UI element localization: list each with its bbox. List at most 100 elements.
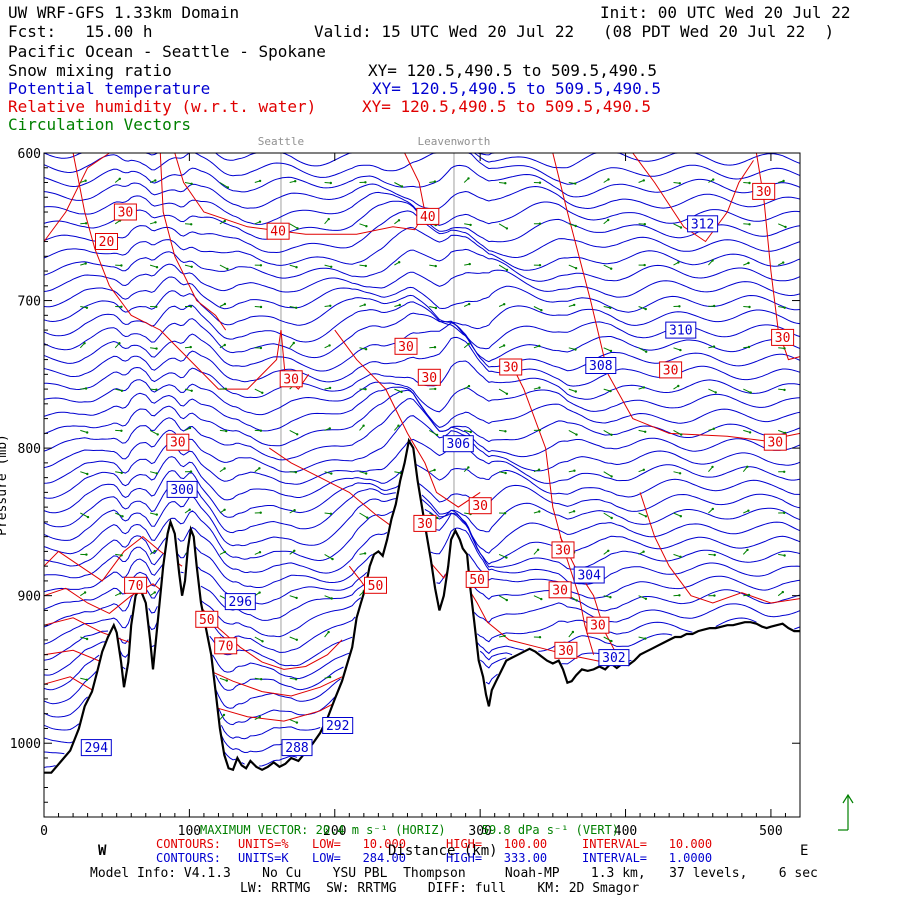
vector-head [712,345,716,348]
theta-contour-line [43,641,632,680]
vector-head [366,516,369,519]
vector-head [155,266,159,269]
vector-head [574,348,577,351]
vector-head [748,431,752,434]
rh-label: 30 [555,543,571,558]
vector-head [435,433,439,437]
vector-head [573,469,576,472]
vector-head [433,346,437,349]
theta-label: 312 [691,217,714,232]
vector-arrow [80,429,88,433]
vector-head [468,262,471,266]
y-tick-label: 800 [18,442,41,457]
vector-head [156,433,159,436]
vector-arrow [603,636,612,642]
theta-contour-line [43,495,801,554]
vector-head [505,227,509,230]
rh-contour-line [43,649,103,663]
rh-contour-line [334,329,481,508]
vector-head [538,510,541,513]
vector-arrow [708,388,716,393]
theta-label-box [281,739,313,757]
vector-head [434,306,438,310]
vector-head [748,181,751,185]
rh-label-box [416,207,440,225]
theta-contour-line [43,415,801,473]
vector-arrow [289,719,298,724]
theta-contour-line [43,182,801,210]
rh-label: 30 [552,583,568,598]
rh-contours-high: HIGH= 100.00 [446,837,548,851]
vector-head [155,513,158,516]
location-label: Leavenworth [418,135,491,148]
vector-arrow [568,264,577,269]
y-tick-label: 600 [18,147,41,162]
theta-contour-line [43,379,801,416]
theta-label-box [322,717,354,734]
rh-contour-line [632,152,754,243]
vector-head [678,472,682,475]
vector-arrow [498,553,507,559]
vector-arrow [603,347,612,352]
theta-label: 288 [285,741,308,756]
vector-head [85,637,89,641]
vector-head [85,678,89,681]
vector-head [84,179,87,182]
rh-contour-line [174,152,426,235]
rh-label-box [124,576,148,594]
vector-head [119,592,122,595]
vector-head [331,557,334,561]
theta-label: 300 [170,483,193,498]
theta-contour-line [43,263,801,298]
chart-title: UW WRF-GFS 1.33km Domain [8,3,240,22]
rh-label: 30 [118,206,134,221]
vector-head [610,267,613,270]
vector-head [330,265,333,268]
vector-head [782,179,785,183]
vector-head [783,470,786,473]
vector-head [782,261,785,264]
rh-label-box [548,581,572,599]
vector-head [364,264,367,268]
vector-head [574,182,577,185]
rh-label-box [195,610,219,628]
theta-contour-line [43,438,801,485]
vector-head [505,556,508,559]
vector-head [540,309,543,312]
rh-label: 50 [368,579,384,594]
vector-head [538,222,542,225]
vector-arrow [673,223,682,228]
vector-arrow [219,182,229,188]
vector-arrow [254,388,263,394]
vector-head [155,305,158,308]
theta-contour-line [43,621,673,667]
vector-head [503,303,506,306]
vector-arrow [80,512,89,518]
vector-head [607,549,610,552]
vector-head [505,598,508,602]
terrain-fill [44,440,800,817]
theta-contour-line [43,226,801,271]
vector-head [329,181,332,185]
rh-label-box [465,570,489,588]
vector-arrow [114,512,123,517]
rh-label: 50 [469,573,485,588]
vector-head [575,599,578,602]
vector-head [503,512,507,515]
vector-head [329,512,333,515]
vector-head [607,218,610,222]
vector-head [678,594,681,597]
vector-head [504,471,507,475]
vector-head [260,678,263,681]
vector-head [645,350,648,353]
rh-contours-units: UNITS=% [238,837,289,851]
vector-head [364,388,367,391]
rh-label: 50 [199,613,215,628]
theta-contour-line [43,312,801,363]
vector-head [153,549,156,553]
theta-label: 294 [85,741,109,756]
vector-arrow [673,429,682,436]
vector-arrow [673,512,682,517]
rh-label: 30 [756,185,772,200]
theta-contour-line [43,587,801,638]
